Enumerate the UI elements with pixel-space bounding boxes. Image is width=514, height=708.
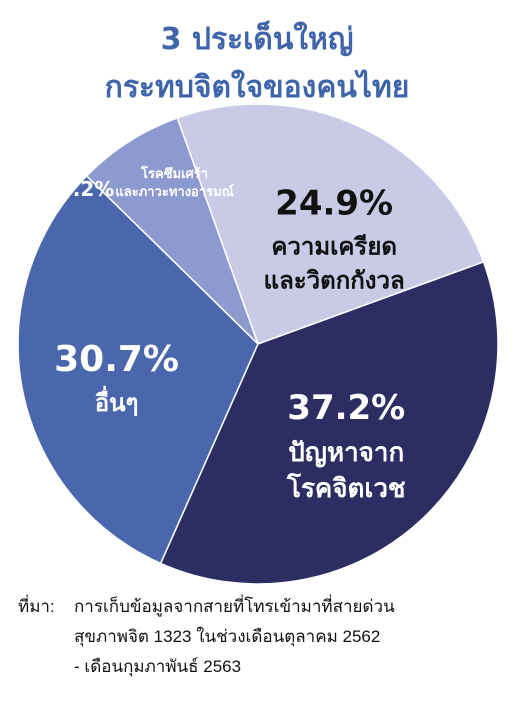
slice-text-stress: ความเครียด [271,233,397,261]
pie-slice-mental [159,260,499,585]
pie-slice-depression [85,117,259,345]
chart-title-line-1: 3 ประเด็นใหญ่ [160,22,354,57]
slice-label-other: 30.7% อื่นๆ [54,339,179,417]
pie-slice-other [17,174,259,565]
slice-percent-depression: 7.2% [59,177,114,201]
slice-percent-mental: 37.2% [287,388,405,428]
source-line-2: สุขภาพจิต 1323 ในช่วงเดือนตุลาคม 2562 [74,627,381,646]
slice-text-mental: โรคจิตเวช [286,472,406,504]
pie-slice-stress [176,103,485,345]
slice-text-stress: และวิตกกังวล [264,267,405,295]
source-line-1: การเก็บข้อมูลจากสายที่โทรเข้ามาที่สายด่ว… [74,597,395,616]
source-label: ที่มา: [18,597,55,616]
slice-percent-other: 30.7% [54,339,179,380]
slice-text-mental: ปัญหาจาก [288,438,404,468]
slice-text-other: อื่นๆ [95,385,139,417]
slice-text-depression: โรคซึมเศร้า [140,165,208,182]
slice-percent-stress: 24.9% [275,184,393,224]
source-line-3: - เดือนกุมภาพันธ์ 2563 [74,657,242,676]
slice-text-depression: และภาวะทางอารมณ์ [115,184,233,200]
source-note: ที่มา: การเก็บข้อมูลจากสายที่โทรเข้ามาที่… [18,592,508,682]
chart-title-line-2: กระทบจิตใจของคนไทย [104,70,410,105]
